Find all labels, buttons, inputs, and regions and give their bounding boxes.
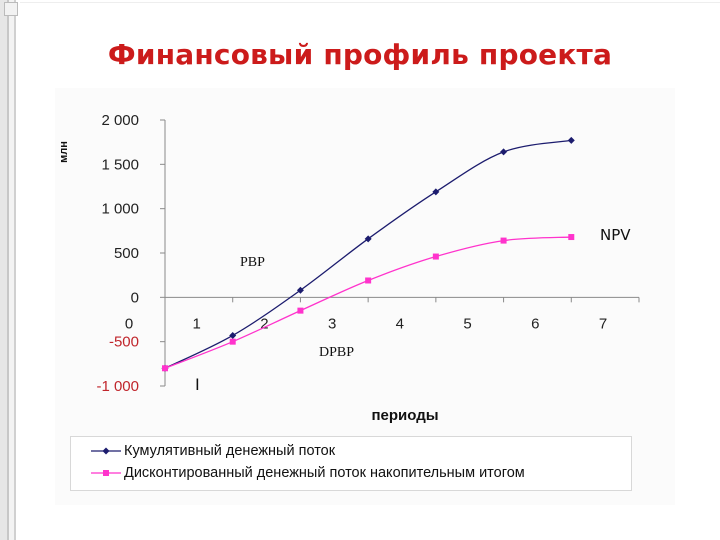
data-point-square (162, 365, 168, 372)
x-axis-title: периоды (371, 407, 438, 424)
chart-area: 2 000 1 500 1 000 500 0 -500 -1 000 0 1 2 3 4 5 6 7 пер… (55, 88, 675, 505)
legend-label-cumulative: Кумулятивный денежный поток (124, 443, 336, 459)
y-tick-label: -1 000 (96, 378, 139, 395)
x-tick-label: 7 (599, 315, 607, 332)
slide-left-border (0, 0, 20, 540)
data-point-square (432, 253, 439, 260)
data-point-diamond (296, 286, 304, 294)
legend-swatch-discounted (91, 470, 121, 476)
data-point-square (568, 234, 575, 241)
x-tick-label: 6 (531, 315, 539, 332)
y-tick-label: 2 000 (101, 112, 139, 129)
annotation-i: I (195, 375, 200, 394)
annotation-dpbp: DPBP (319, 345, 354, 360)
data-point-diamond (229, 331, 237, 339)
annotation-npv: NPV (600, 226, 631, 244)
y-axis-title: млн (58, 141, 70, 163)
x-tick-label: 3 (328, 315, 336, 332)
slide-corner-box (4, 2, 18, 16)
data-point-diamond (364, 235, 372, 243)
line-chart: 2 000 1 500 1 000 500 0 -500 -1 000 0 1 2 3 4 5 6 7 пер… (55, 88, 675, 505)
y-tick-label: 500 (114, 245, 139, 262)
legend-swatch-cumulative (91, 447, 121, 455)
x-tick-label: 4 (396, 315, 404, 332)
y-tick-label: -500 (109, 334, 139, 351)
slide-top-line (20, 2, 720, 3)
y-tick-label: 0 (131, 289, 139, 306)
y-tick-label: 1 000 (101, 201, 139, 218)
chart-legend: Кумулятивный денежный поток Дисконтирова… (70, 436, 632, 491)
x-tick-label: 2 (260, 315, 268, 332)
x-tick-label: 0 (125, 315, 133, 332)
data-point-square (297, 307, 304, 314)
data-point-square (229, 338, 236, 345)
data-point-diamond (500, 148, 508, 156)
slide-title: Финансовый профиль проекта (107, 38, 613, 71)
data-point-diamond (432, 188, 440, 196)
legend-item-discounted: Дисконтированный денежный поток накопите… (91, 464, 525, 482)
data-point-diamond (567, 136, 575, 144)
y-tick-label: 1 500 (101, 156, 139, 173)
annotation-pbp: PBP (240, 255, 265, 270)
data-point-square (365, 277, 372, 284)
x-tick-label: 5 (463, 315, 471, 332)
legend-label-discounted: Дисконтированный денежный поток накопите… (124, 465, 525, 481)
chart-background (55, 88, 675, 505)
data-point-square (500, 237, 507, 244)
legend-item-cumulative: Кумулятивный денежный поток (91, 442, 335, 460)
x-tick-label: 1 (193, 315, 201, 332)
